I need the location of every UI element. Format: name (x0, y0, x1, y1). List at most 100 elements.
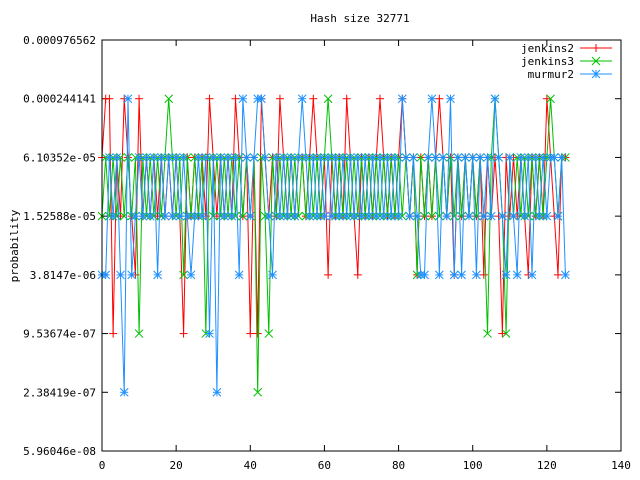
data-point-murmur2 (379, 211, 389, 221)
data-point-murmur2 (449, 270, 459, 280)
data-point-murmur2 (386, 211, 396, 221)
data-point-murmur2 (268, 270, 277, 280)
data-point-murmur2 (275, 211, 285, 221)
data-point-murmur2 (149, 153, 159, 162)
data-point-murmur2 (516, 153, 526, 162)
legend-label: jenkins3 (521, 55, 574, 68)
data-point-murmur2 (108, 211, 118, 221)
x-tick-label: 0 (99, 459, 106, 472)
data-point-murmur2 (394, 211, 403, 221)
data-point-murmur2 (116, 270, 125, 280)
data-point-jenkins3 (264, 329, 274, 338)
series-line-murmur2 (102, 98, 566, 393)
data-point-murmur2 (219, 211, 229, 221)
x-tick-label: 100 (463, 459, 483, 472)
data-point-murmur2 (249, 153, 259, 162)
legend-marker (591, 56, 601, 66)
data-point-murmur2 (334, 211, 344, 221)
data-point-murmur2 (186, 270, 196, 280)
data-point-murmur2 (327, 211, 337, 221)
data-point-jenkins3 (434, 211, 444, 221)
data-point-murmur2 (342, 211, 352, 221)
data-point-murmur2 (538, 153, 548, 162)
data-point-murmur2 (383, 153, 392, 162)
legend-entry-jenkins3: jenkins3 (521, 55, 612, 68)
x-tick-label: 40 (244, 459, 257, 472)
data-point-murmur2 (208, 153, 218, 162)
data-point-murmur2 (308, 153, 318, 162)
data-point-murmur2 (438, 153, 448, 162)
y-tick-label: 0.000244141 (23, 93, 96, 106)
data-point-murmur2 (271, 153, 281, 162)
chart-title: Hash size 32771 (310, 12, 409, 25)
data-point-murmur2 (227, 211, 237, 221)
data-point-jenkins2 (435, 94, 444, 103)
data-point-murmur2 (409, 153, 418, 162)
data-point-murmur2 (353, 153, 363, 162)
data-point-jenkins3 (483, 329, 492, 338)
x-tick-label: 20 (170, 459, 183, 472)
data-point-murmur2 (464, 211, 474, 221)
data-point-murmur2 (390, 153, 400, 162)
data-point-murmur2 (479, 211, 489, 221)
data-point-murmur2 (294, 153, 303, 162)
data-point-murmur2 (505, 153, 515, 162)
data-point-jenkins3 (323, 94, 333, 104)
data-point-murmur2 (527, 270, 537, 280)
legend-entry-murmur2: murmur2 (528, 68, 612, 81)
series-layer (97, 94, 570, 397)
data-point-murmur2 (490, 94, 500, 104)
data-point-jenkins3 (420, 211, 429, 221)
data-point-murmur2 (412, 211, 422, 221)
data-point-jenkins2 (342, 94, 351, 103)
data-point-murmur2 (375, 153, 385, 162)
data-point-murmur2 (483, 153, 492, 162)
data-point-murmur2 (197, 211, 207, 221)
data-point-murmur2 (357, 211, 366, 221)
data-point-murmur2 (194, 153, 203, 162)
data-point-jenkins3 (457, 211, 466, 221)
data-point-jenkins2 (105, 94, 114, 103)
data-point-murmur2 (401, 153, 411, 162)
data-point-murmur2 (123, 94, 133, 104)
data-point-murmur2 (112, 153, 122, 162)
data-point-murmur2 (297, 94, 307, 104)
data-point-murmur2 (542, 211, 552, 221)
data-point-murmur2 (134, 153, 144, 162)
data-point-murmur2 (245, 211, 255, 221)
data-point-murmur2 (453, 153, 463, 162)
data-point-murmur2 (457, 270, 466, 280)
data-point-jenkins2 (309, 94, 318, 103)
data-point-murmur2 (171, 153, 181, 162)
axis-ticks: 0.000976562 0.000244141 6.10352e-05 1.52588… (23, 34, 631, 472)
data-point-jenkins2 (553, 270, 562, 279)
legend-label: jenkins2 (521, 42, 574, 55)
data-point-murmur2 (316, 153, 326, 162)
data-point-jenkins3 (134, 329, 144, 338)
data-point-murmur2 (156, 153, 166, 162)
data-point-murmur2 (131, 211, 140, 221)
data-point-murmur2 (434, 270, 444, 280)
data-point-jenkins2 (498, 329, 507, 338)
data-point-murmur2 (531, 153, 541, 162)
data-point-murmur2 (105, 153, 114, 162)
data-point-murmur2 (475, 153, 485, 162)
data-point-murmur2 (305, 211, 314, 221)
data-point-murmur2 (279, 153, 289, 162)
data-point-murmur2 (260, 153, 270, 162)
data-point-jenkins2 (376, 94, 385, 103)
y-tick-label: 5.96046e-08 (23, 445, 96, 458)
data-point-jenkins2 (231, 94, 240, 103)
data-point-murmur2 (338, 153, 348, 162)
data-point-murmur2 (301, 153, 311, 162)
y-axis-label: probability (8, 209, 21, 282)
data-point-murmur2 (460, 153, 470, 162)
data-point-murmur2 (498, 211, 507, 221)
data-point-murmur2 (231, 153, 240, 162)
x-tick-label: 140 (611, 459, 631, 472)
data-point-murmur2 (160, 211, 170, 221)
data-point-jenkins2 (116, 212, 125, 221)
data-point-jenkins2 (109, 329, 118, 338)
data-point-murmur2 (442, 211, 452, 221)
